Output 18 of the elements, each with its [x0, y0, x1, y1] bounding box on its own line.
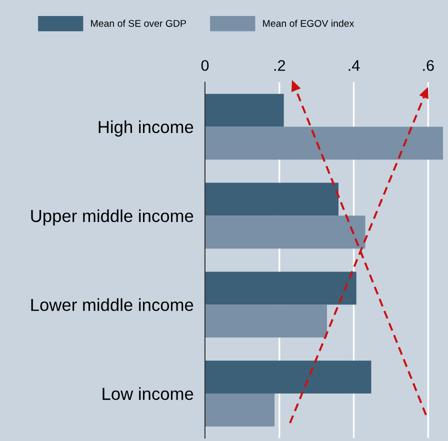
bar [205, 94, 284, 127]
bar [205, 126, 443, 160]
legend-label: Mean of SE over GDP [91, 20, 186, 27]
x-tick-label: .4 [348, 60, 360, 71]
x-tick-label: .6 [423, 60, 434, 71]
bar [205, 304, 327, 338]
y-tick-label: Lower middle income [31, 298, 194, 312]
legend-label: Mean of EGOV index [263, 20, 354, 27]
bar [205, 216, 366, 249]
y-tick-label: Upper middle income [31, 209, 194, 226]
bar [205, 272, 356, 305]
y-tick-label: High income [98, 120, 194, 137]
bar [205, 182, 339, 216]
x-tick-label: .2 [274, 60, 285, 71]
bar [205, 360, 372, 394]
x-tick-label: 0 [201, 60, 209, 71]
bar [205, 394, 275, 426]
y-tick-label: Low income [102, 387, 194, 400]
